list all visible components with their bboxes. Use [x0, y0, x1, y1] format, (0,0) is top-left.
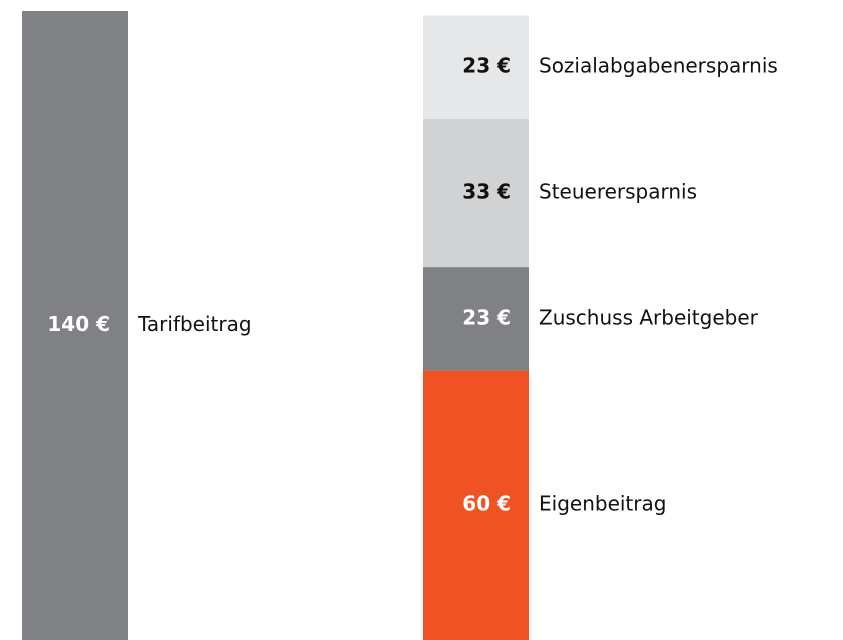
segment-name: Eigenbeitrag — [539, 492, 666, 516]
segment-name: Sozialabgabenersparnis — [539, 54, 778, 78]
value-label: 60 € — [462, 492, 511, 516]
value-label: 33 € — [462, 179, 511, 203]
bar-segment — [423, 15, 529, 119]
segment-name: Steuerersparnis — [539, 179, 697, 203]
bar-segment — [423, 267, 529, 371]
segment-name: Zuschuss Arbeitgeber — [539, 305, 759, 329]
value-label: 23 € — [462, 305, 511, 329]
value-label: 23 € — [462, 54, 511, 78]
bar-segment — [22, 11, 128, 640]
bar-segment — [423, 370, 529, 640]
segment-name: Tarifbeitrag — [137, 312, 252, 336]
value-label: 140 € — [47, 312, 110, 336]
bar-segment — [423, 118, 529, 268]
